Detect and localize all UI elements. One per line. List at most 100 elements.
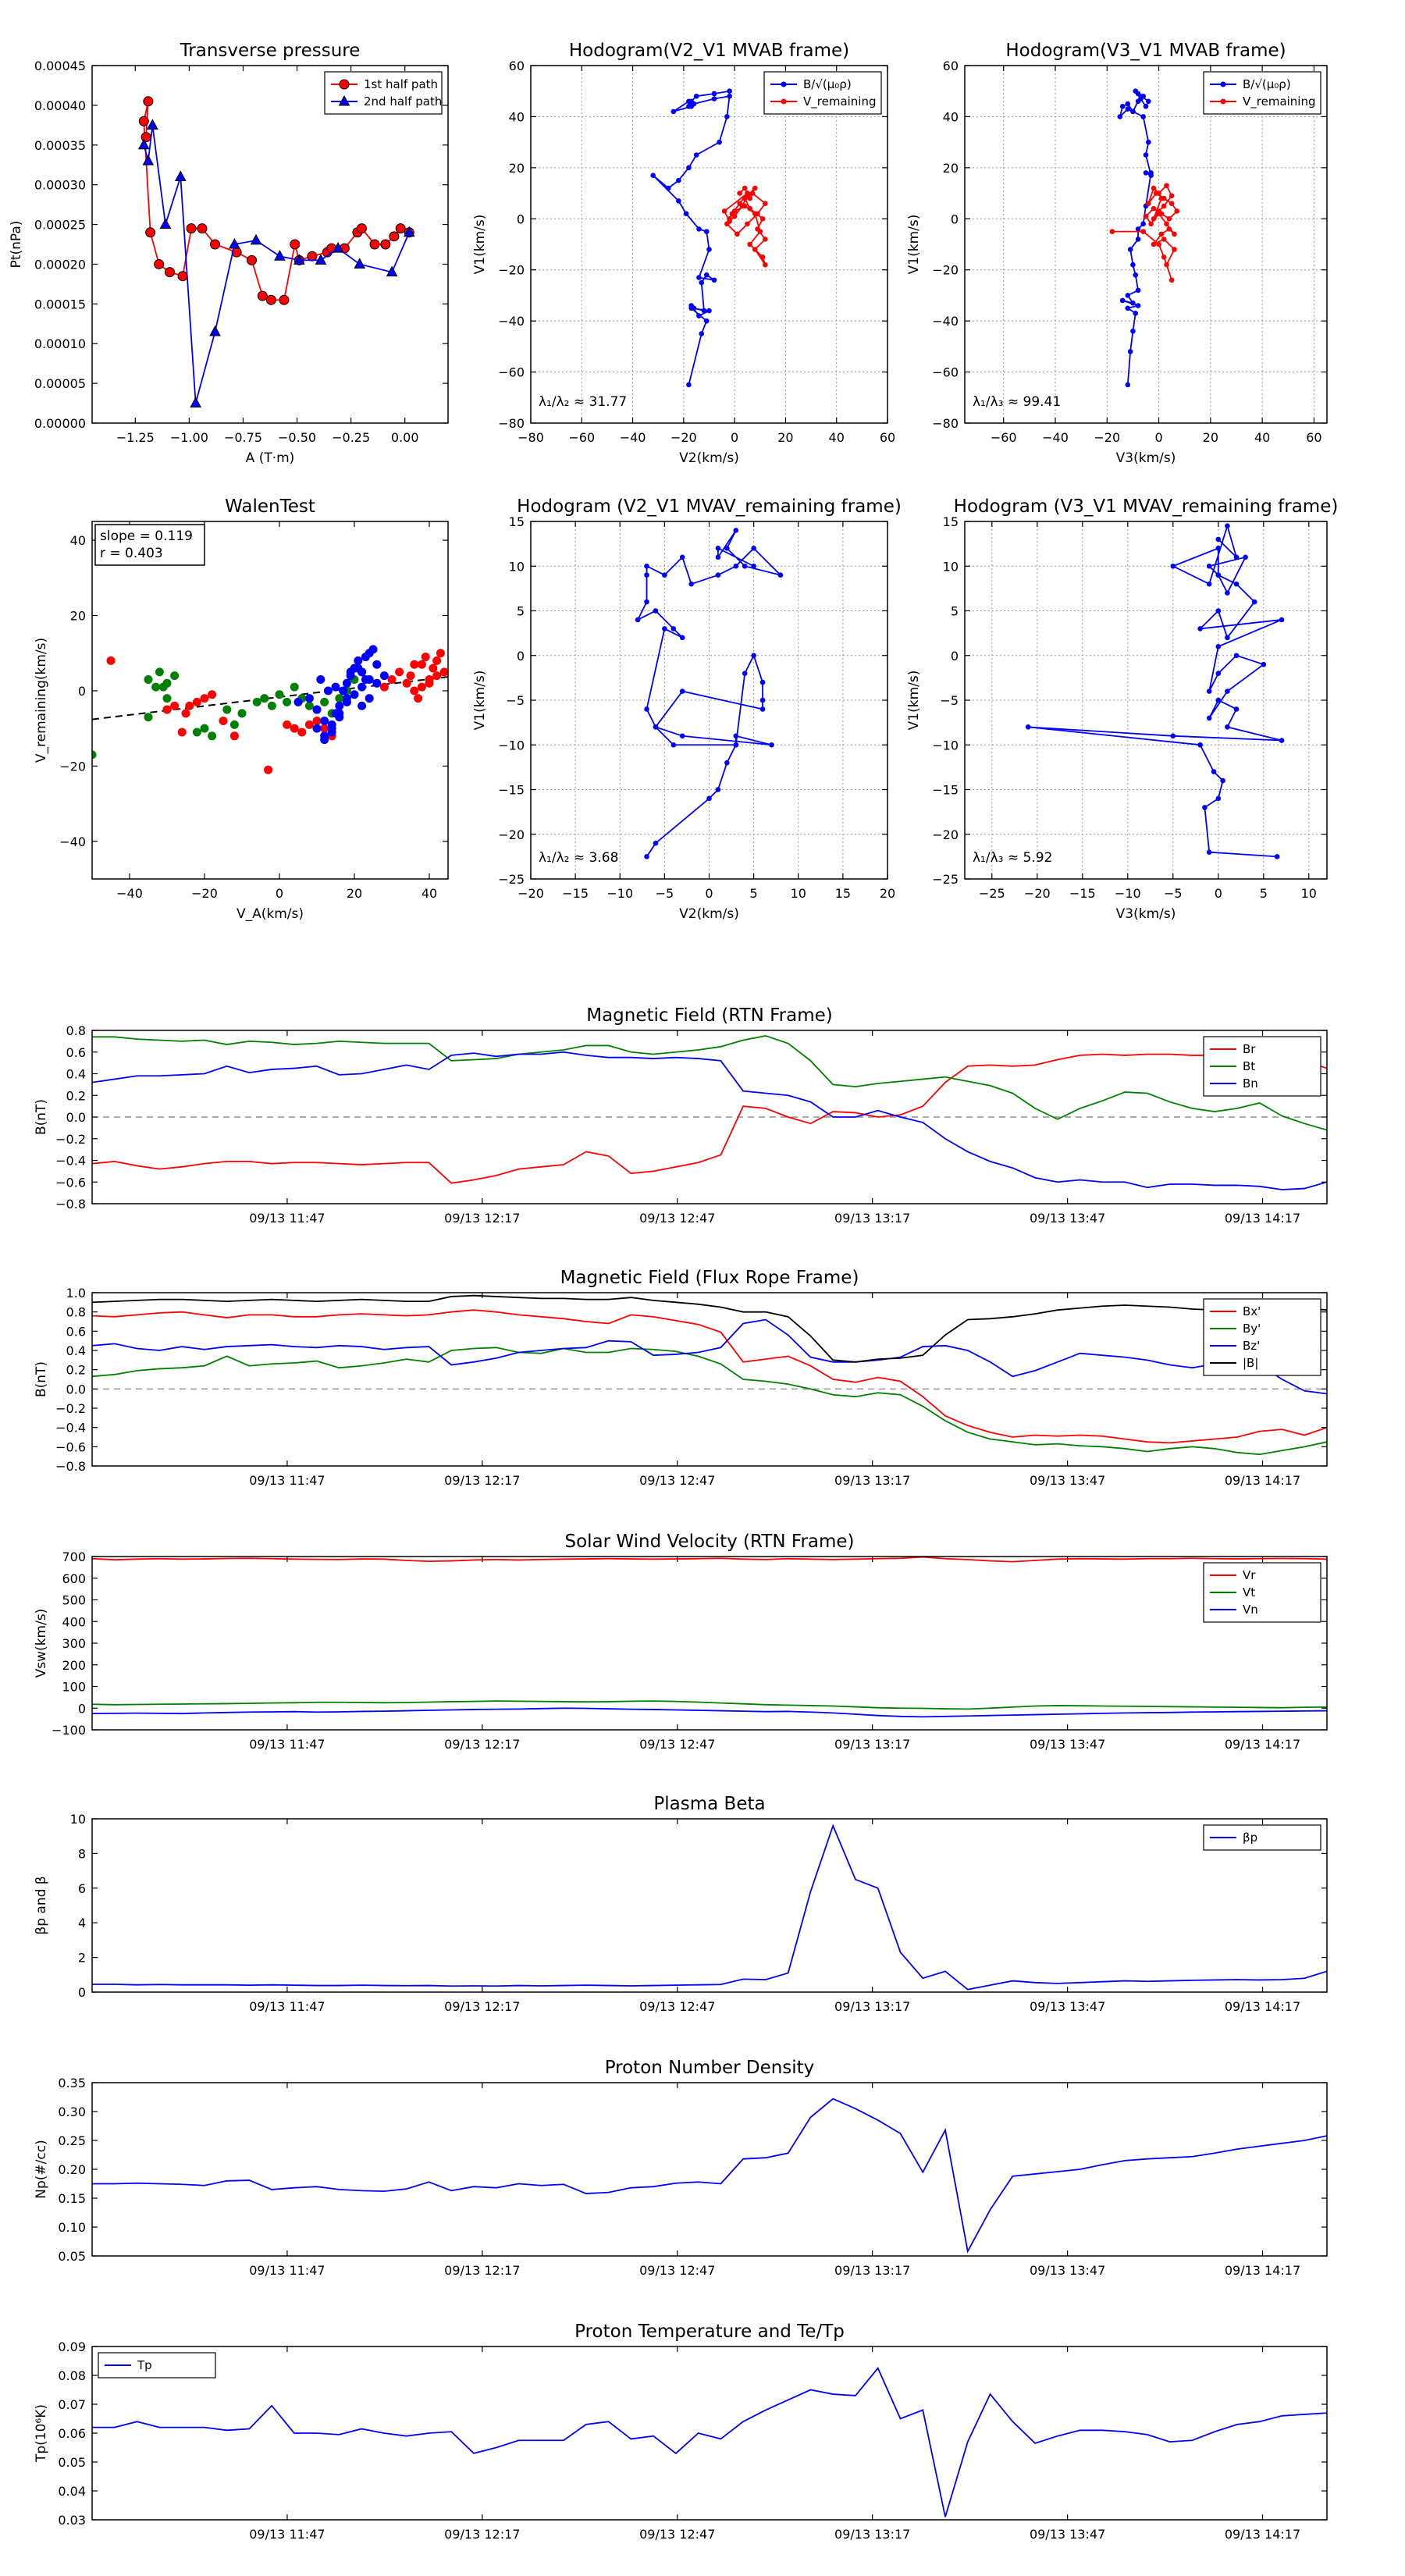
y-tick-label: 0.0 bbox=[66, 1382, 86, 1397]
chart-title: Proton Temperature and Te/Tp bbox=[574, 2322, 845, 2342]
data-point bbox=[769, 742, 774, 748]
data-point bbox=[421, 653, 430, 662]
plot-area bbox=[92, 1557, 1327, 1718]
y-tick-label: −60 bbox=[498, 365, 525, 380]
data-point bbox=[1125, 293, 1131, 298]
x-tick-label: −20 bbox=[191, 886, 218, 901]
data-point bbox=[1168, 201, 1175, 206]
legend-label: βp bbox=[1243, 1831, 1257, 1845]
legend-swatch-marker bbox=[781, 98, 787, 105]
plot-area bbox=[92, 2367, 1327, 2517]
data-point bbox=[755, 226, 760, 232]
x-tick-label: 10 bbox=[1301, 886, 1317, 901]
y-tick-label: 0.05 bbox=[58, 2249, 86, 2264]
data-point bbox=[745, 221, 750, 227]
chart-title: Proton Number Density bbox=[605, 2058, 815, 2078]
data-point bbox=[304, 720, 314, 729]
data-point bbox=[759, 215, 766, 222]
data-point bbox=[1156, 208, 1161, 214]
x-tick-label: −0.75 bbox=[224, 430, 262, 445]
data-point bbox=[653, 608, 659, 614]
data-point bbox=[192, 728, 201, 737]
data-point bbox=[679, 554, 685, 560]
y-tick-label: 300 bbox=[62, 1636, 86, 1651]
data-point bbox=[1206, 581, 1212, 587]
data-point bbox=[1130, 109, 1136, 115]
data-point bbox=[1166, 226, 1172, 232]
data-point bbox=[703, 229, 710, 234]
stats-box bbox=[94, 524, 205, 566]
data-point bbox=[432, 671, 442, 681]
x-tick-label: 0 bbox=[731, 430, 738, 445]
data-point bbox=[1261, 661, 1267, 667]
y-tick-label: 0.00005 bbox=[34, 376, 86, 391]
data-point bbox=[379, 671, 389, 681]
y-tick-label: 5 bbox=[951, 604, 959, 619]
data-point bbox=[365, 694, 374, 703]
data-point bbox=[1215, 536, 1222, 543]
chart-5: −20 −15 −10 −5 0 5 10 15 20−25−20−15−10−5051015H… bbox=[472, 496, 902, 922]
data-point bbox=[260, 694, 269, 703]
chart-title: Hodogram (V3_V1 MVAV_remaining frame) bbox=[954, 496, 1339, 517]
y-tick-label: −15 bbox=[498, 783, 525, 798]
data-point bbox=[267, 701, 276, 710]
y-tick-label: 0.00015 bbox=[34, 297, 86, 311]
data-point bbox=[676, 198, 681, 204]
data-point bbox=[1143, 104, 1149, 109]
plot-frame bbox=[964, 65, 1328, 424]
y-tick-label: 0.04 bbox=[58, 2484, 86, 2499]
legend: Bx' By' Bz' |B| bbox=[1203, 1298, 1321, 1376]
legend: 1st half path 2nd half path bbox=[324, 71, 443, 115]
data-point bbox=[733, 733, 739, 739]
legend-box bbox=[324, 71, 443, 115]
legend-label: Bx' bbox=[1243, 1304, 1261, 1318]
data-point bbox=[274, 250, 286, 261]
x-tick-label: −20 bbox=[1024, 886, 1051, 901]
data-point bbox=[653, 840, 659, 846]
data-point bbox=[1279, 738, 1285, 743]
series-line-1 bbox=[92, 2097, 1327, 2254]
data-point bbox=[1125, 106, 1131, 112]
data-point bbox=[250, 233, 262, 245]
x-tick-label: 20 bbox=[777, 430, 793, 445]
y-axis-label: βp and β bbox=[34, 1876, 49, 1934]
x-tick-label: 09/13 13:17 bbox=[834, 1211, 910, 1226]
y-tick-label: 0.10 bbox=[58, 2220, 86, 2235]
plot-frame bbox=[91, 1292, 1328, 1467]
y-tick-label: 0.4 bbox=[66, 1343, 86, 1358]
y-tick-label: 0.00035 bbox=[34, 138, 86, 153]
x-tick-label: 09/13 14:17 bbox=[1225, 2527, 1300, 2542]
plot-area bbox=[1025, 523, 1285, 859]
data-point bbox=[711, 277, 717, 283]
y-tick-label: 0.00020 bbox=[34, 257, 86, 272]
data-point bbox=[386, 265, 398, 277]
data-point bbox=[749, 190, 756, 196]
data-point bbox=[185, 701, 194, 710]
data-point bbox=[361, 653, 370, 662]
data-point bbox=[1233, 581, 1240, 587]
data-point bbox=[1140, 221, 1146, 227]
data-point bbox=[304, 701, 314, 710]
data-point bbox=[312, 705, 322, 714]
data-point bbox=[1130, 262, 1136, 268]
y-tick-label: 0.0 bbox=[66, 1110, 86, 1125]
x-tick-label: −20 bbox=[1094, 430, 1120, 445]
data-point bbox=[335, 709, 344, 718]
y-tick-label: −0.2 bbox=[55, 1401, 86, 1416]
data-point bbox=[208, 690, 217, 699]
data-point bbox=[747, 195, 753, 201]
x-tick-label: −40 bbox=[620, 430, 646, 445]
legend: B/√(μ₀ρ) V_remaining bbox=[1203, 71, 1321, 115]
data-point bbox=[142, 155, 155, 165]
data-point bbox=[665, 185, 671, 191]
data-point bbox=[699, 331, 705, 336]
plot-area bbox=[92, 1823, 1327, 1991]
data-point bbox=[1138, 96, 1144, 101]
x-tick-label: 20 bbox=[347, 886, 362, 901]
chart-10: 09/13 11:47 09/13 12:17 09/13 12:47 09/13 1… bbox=[34, 1794, 1328, 2014]
data-point bbox=[304, 694, 314, 703]
data-point bbox=[162, 705, 172, 714]
data-point bbox=[706, 795, 712, 802]
regression-fit-line bbox=[92, 676, 448, 720]
data-point bbox=[1206, 688, 1212, 694]
